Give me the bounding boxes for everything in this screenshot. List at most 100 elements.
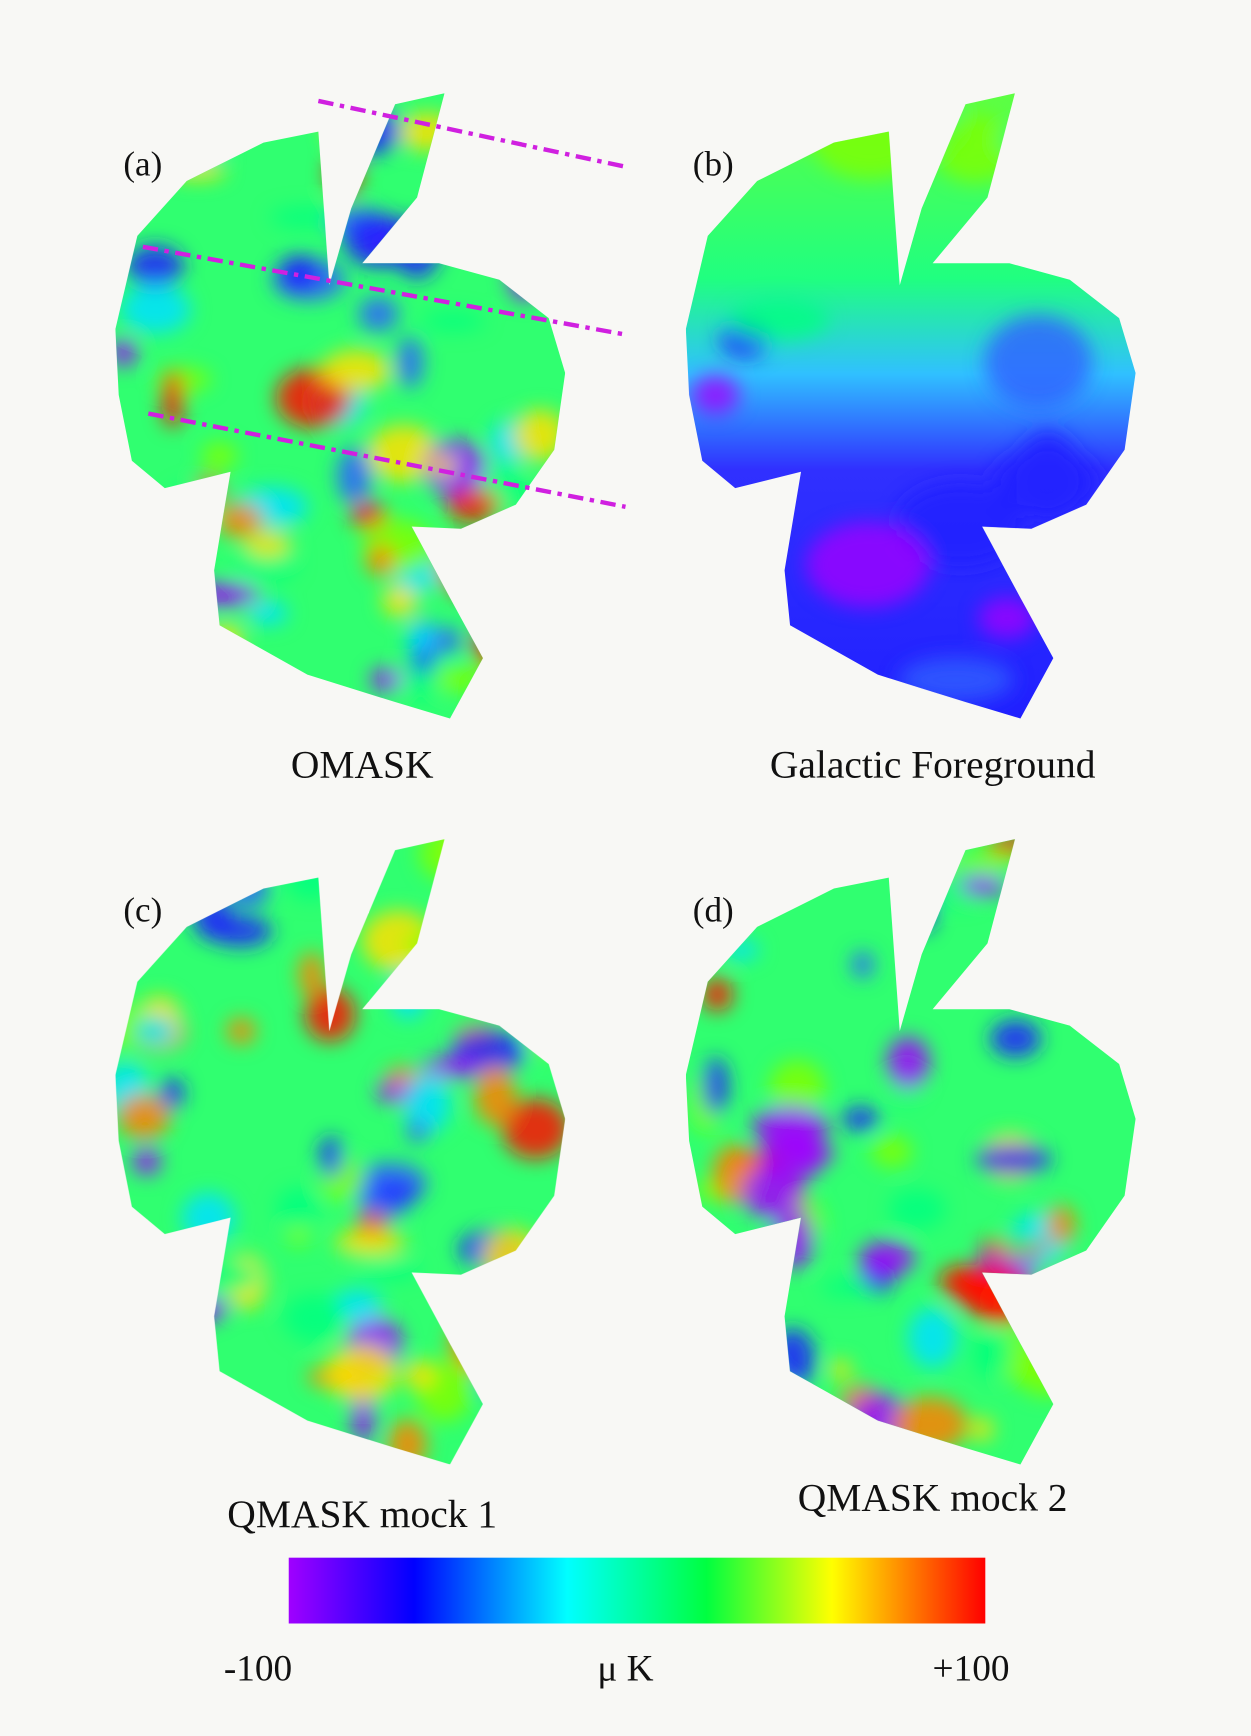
map-blob	[487, 113, 525, 156]
map-blob	[196, 1261, 261, 1293]
map-blob	[402, 930, 473, 956]
map-blob	[968, 1275, 1035, 1324]
map-blob	[401, 651, 446, 701]
map-blob	[161, 370, 184, 429]
map-blob	[298, 951, 325, 998]
map-blob	[959, 874, 1007, 897]
map-blob	[406, 1119, 429, 1143]
map-blob	[859, 1240, 915, 1277]
dashed-strip-line	[147, 411, 626, 509]
map-blob	[374, 1183, 421, 1203]
map-blob	[508, 251, 542, 302]
map-blob	[126, 245, 184, 288]
map-blob	[360, 1260, 421, 1280]
map-blob	[334, 1229, 406, 1256]
map-blob	[166, 137, 195, 159]
map-blob	[806, 522, 930, 608]
map-blob	[435, 666, 484, 693]
map-blob	[387, 1419, 427, 1465]
map-blob	[489, 98, 562, 125]
map-blob	[216, 503, 263, 538]
map-blob	[453, 839, 482, 873]
map-blob	[685, 1339, 743, 1377]
map-blob	[984, 315, 1093, 408]
map-blob	[768, 1221, 796, 1252]
map-blob	[207, 623, 243, 658]
map-blob	[418, 839, 487, 883]
map-blob	[283, 1293, 347, 1342]
map-blob	[421, 1057, 482, 1079]
map-blob	[934, 114, 1016, 183]
map-blob	[691, 375, 740, 415]
map-blob	[489, 1275, 542, 1304]
map-blob	[738, 1373, 800, 1400]
map-blob	[227, 871, 270, 908]
map-blob	[284, 847, 338, 900]
map-blob	[764, 844, 796, 885]
map-blob	[397, 336, 424, 389]
map-blob	[343, 214, 415, 268]
map-blob	[813, 102, 927, 180]
map-blob	[892, 1396, 968, 1452]
panel-caption: Galactic Foreground	[770, 743, 1096, 787]
map-blob	[336, 106, 401, 156]
map-blob	[134, 1015, 177, 1047]
map-blob	[1063, 896, 1099, 950]
panel-caption: QMASK mock 2	[798, 1476, 1068, 1520]
map-blob	[526, 1008, 550, 1058]
map-blob	[467, 857, 502, 884]
map-blob	[439, 540, 485, 596]
map-blob	[472, 156, 540, 178]
map-blob	[428, 934, 495, 983]
map-blob	[115, 338, 138, 367]
map-blob	[997, 122, 1119, 159]
map-blob	[327, 151, 361, 196]
panel-label: (c)	[123, 890, 162, 929]
map-blob	[120, 284, 191, 334]
map-blob	[703, 1057, 729, 1115]
panel-label: (a)	[123, 145, 162, 184]
map-blob	[907, 1307, 958, 1368]
panel-label: (d)	[693, 890, 734, 929]
map-blob	[365, 544, 395, 577]
sky-panel: (b) Galactic Foreground	[685, 93, 1136, 787]
map-blob	[358, 296, 399, 332]
colorbar	[288, 1557, 986, 1624]
panel-caption: OMASK	[291, 743, 434, 787]
map-blob	[474, 1065, 516, 1126]
map-blob	[524, 681, 566, 719]
map-blob	[906, 839, 948, 877]
map-blob	[319, 1135, 343, 1178]
map-blob	[770, 1328, 815, 1389]
map-blob	[160, 1078, 185, 1108]
map-blob	[403, 1359, 436, 1390]
map-blob	[184, 582, 260, 607]
map-blob	[1050, 542, 1136, 630]
map-blob	[245, 531, 291, 558]
colorbar-min: -100	[224, 1649, 292, 1690]
map-blob	[736, 1351, 770, 1385]
map-blob	[403, 1072, 451, 1134]
panel-label: (b)	[693, 145, 734, 184]
map-blob	[445, 488, 500, 522]
map-blob	[451, 953, 505, 991]
map-blob	[494, 962, 566, 1021]
map-blob	[325, 1344, 398, 1403]
map-blob	[336, 447, 372, 505]
map-blob	[729, 298, 830, 341]
map-blob	[1110, 955, 1133, 983]
map-blob	[851, 951, 874, 979]
colorbar-unit: μ K	[597, 1649, 653, 1690]
map-blob	[473, 617, 545, 675]
map-blob	[978, 597, 1036, 639]
maps: (a) OMASK (b) Galactic Foreground (c) QMASK m…	[115, 93, 1136, 1536]
map-blob	[181, 1192, 236, 1244]
map-blob	[1051, 909, 1099, 943]
map-blob	[472, 889, 508, 937]
map-blob	[1047, 1205, 1076, 1245]
map-base	[685, 93, 1136, 719]
map-blob	[492, 627, 553, 688]
map-blob	[975, 1145, 1052, 1174]
map-blob	[942, 853, 1016, 875]
